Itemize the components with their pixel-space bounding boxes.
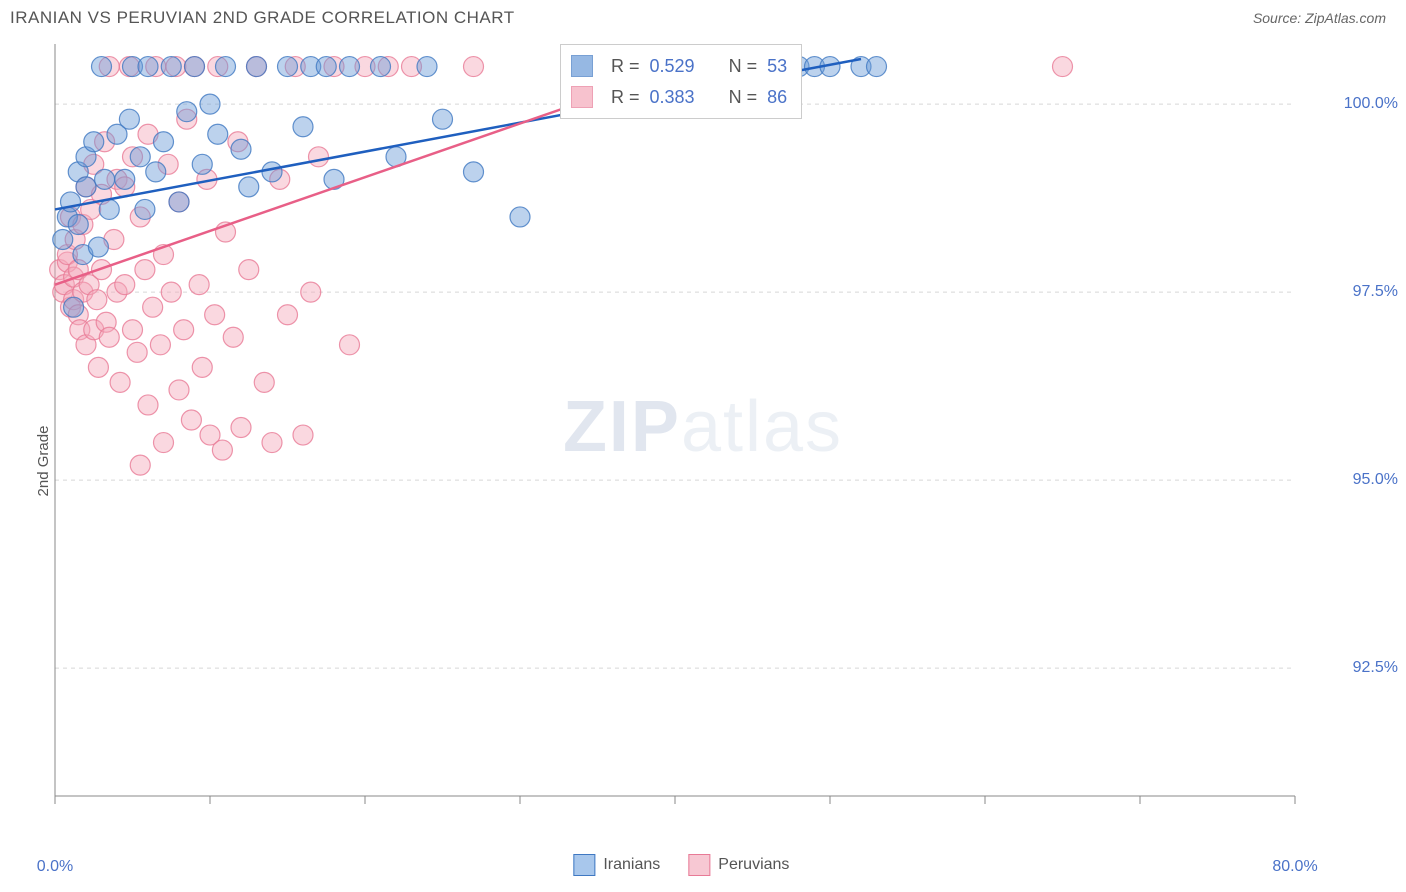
legend-item-peruvians: Peruvians (688, 854, 789, 876)
series-legend: Iranians Peruvians (573, 854, 789, 876)
stat-r-label: R = (611, 82, 640, 113)
chart-container: 2nd Grade ZIPatlas 92.5%95.0%97.5%100.0%… (0, 36, 1406, 886)
y-tick-label: 100.0% (1344, 95, 1398, 113)
x-tick-label: 80.0% (1272, 858, 1317, 876)
swatch-iranians (573, 854, 595, 876)
stat-r-label: R = (611, 51, 640, 82)
x-tick-label: 0.0% (37, 858, 73, 876)
stat-n-value: 86 (767, 82, 787, 113)
legend-label-peruvians: Peruvians (718, 856, 789, 873)
swatch-icon (571, 86, 593, 108)
legend-item-iranians: Iranians (573, 854, 660, 876)
stats-row: R = 0.383 N = 86 (571, 82, 787, 113)
chart-title: IRANIAN VS PERUVIAN 2ND GRADE CORRELATIO… (10, 8, 515, 28)
y-tick-label: 97.5% (1353, 283, 1398, 301)
chart-source: Source: ZipAtlas.com (1253, 10, 1386, 26)
legend-label-iranians: Iranians (603, 856, 660, 873)
chart-header: IRANIAN VS PERUVIAN 2ND GRADE CORRELATIO… (0, 0, 1406, 36)
swatch-peruvians (688, 854, 710, 876)
stat-n-value: 53 (767, 51, 787, 82)
stat-n-label: N = (729, 82, 758, 113)
swatch-icon (571, 55, 593, 77)
stat-r-value: 0.383 (650, 82, 695, 113)
y-tick-labels: 92.5% 95.0% 97.5% 100.0% (1318, 36, 1398, 836)
y-tick-label: 92.5% (1353, 659, 1398, 677)
scatter-plot (45, 36, 1305, 836)
stats-row: R = 0.529 N = 53 (571, 51, 787, 82)
stat-r-value: 0.529 (650, 51, 695, 82)
y-tick-label: 95.0% (1353, 471, 1398, 489)
stat-n-label: N = (729, 51, 758, 82)
stats-legend-box: R = 0.529 N = 53 R = 0.383 N = 86 (560, 44, 802, 119)
